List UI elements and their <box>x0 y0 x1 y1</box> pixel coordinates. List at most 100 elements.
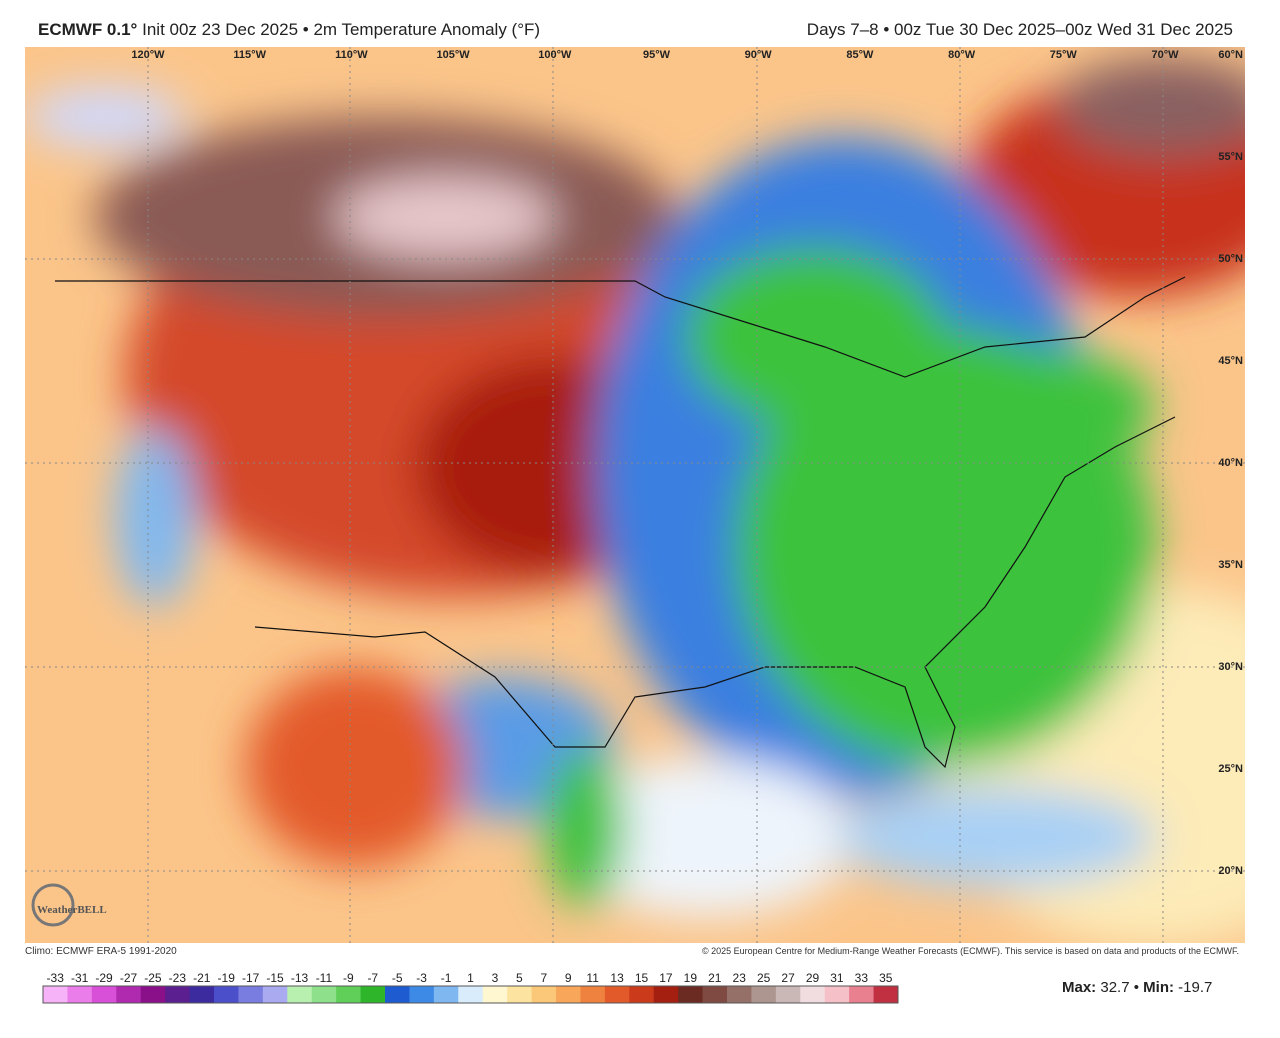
latitude-labels: 60°N 55°N 50°N 45°N 40°N 35°N 30°N 25°N 20°N <box>1218 49 1243 877</box>
colorbar-label: 19 <box>684 971 698 985</box>
colorbar-cell <box>165 986 191 1003</box>
colorbar-cell <box>824 986 850 1003</box>
colorbar-cell <box>531 986 557 1003</box>
colorbar-label: 11 <box>586 971 599 985</box>
colorbar-label: -33 <box>47 971 65 985</box>
latitude-label: 55°N <box>1218 151 1243 163</box>
stats: Max: 32.7 • Min: -19.7 <box>1062 979 1212 996</box>
longitude-label: 115°W <box>233 49 266 61</box>
separator: • <box>1133 979 1139 996</box>
colorbar-cell <box>507 986 533 1003</box>
anomaly-field <box>25 57 1245 943</box>
colorbar-label: 15 <box>635 971 649 985</box>
colorbar-label: -17 <box>242 971 260 985</box>
colorbar-label: 7 <box>540 971 547 985</box>
longitude-labels: 120°W 115°W 110°W 105°W 100°W 95°W 90°W 85°W 80°… <box>131 49 1179 61</box>
latitude-label: 20°N <box>1218 865 1243 877</box>
colorbar-label: 23 <box>733 971 747 985</box>
colorbar-cell <box>702 986 728 1003</box>
longitude-label: 105°W <box>437 49 471 61</box>
colorbar-label: -3 <box>416 971 427 985</box>
longitude-label: 110°W <box>335 49 368 61</box>
borders <box>55 276 1186 769</box>
max: 32.7 <box>1100 979 1130 996</box>
longitude-label: 70°W <box>1151 49 1179 61</box>
colorbar-cell <box>800 986 826 1003</box>
latitude-label: 50°N <box>1218 253 1243 265</box>
colorbar-cell <box>556 986 581 1003</box>
colorbar-label: -7 <box>367 971 378 985</box>
run: Init 00z 23 Dec 2025 • 2m Temperature An… <box>142 20 541 39</box>
colorbar-cell <box>653 986 679 1003</box>
colorbar-cell <box>214 986 239 1003</box>
latitude-label: 30°N <box>1218 661 1243 673</box>
colorbar-label: -9 <box>343 971 354 985</box>
colorbar-label: 3 <box>492 971 499 985</box>
colorbar-cell <box>360 986 386 1003</box>
colorbar-label: 29 <box>806 971 820 985</box>
colorbar-label: -27 <box>120 971 138 985</box>
colorbar-cell <box>91 986 117 1003</box>
latitude-label: 60°N <box>1218 49 1243 61</box>
colorbar-cell <box>604 986 630 1003</box>
colorbar-label: 31 <box>830 971 844 985</box>
colorbar-cell <box>116 986 142 1003</box>
colorbar-cell <box>629 986 655 1003</box>
longitude-label: 100°W <box>538 49 572 61</box>
longitude-label: 75°W <box>1050 49 1078 61</box>
colorbar-cell <box>849 986 875 1003</box>
colorbar-label: 9 <box>565 971 572 985</box>
latitude-label: 45°N <box>1218 355 1243 367</box>
colorbar-cell <box>238 986 264 1003</box>
colorbar-label: -31 <box>71 971 89 985</box>
colorbar-label: 27 <box>781 971 795 985</box>
colorbar-label: -13 <box>291 971 309 985</box>
colorbar-cell <box>140 986 166 1003</box>
min-label: Min: <box>1143 979 1174 996</box>
colorbar-label: 33 <box>855 971 869 985</box>
colorbar-label: 13 <box>610 971 624 985</box>
colorbar-label: -23 <box>169 971 187 985</box>
colorbar-label: -25 <box>144 971 162 985</box>
colorbar-cell <box>482 986 508 1003</box>
colorbar-label: -11 <box>316 971 333 985</box>
colorbar-label: -1 <box>441 971 452 985</box>
colorbar: -33 -31 -29 -27 -25 -23 -21 -19 -17 -15 -13 -11 -9 -7… <box>42 971 899 1004</box>
colorbar-label: 21 <box>708 971 722 985</box>
logo: WeatherBELL <box>37 904 107 916</box>
colorbar-label: -21 <box>193 971 211 985</box>
colorbar-label: 5 <box>516 971 523 985</box>
logo-icon <box>31 883 75 927</box>
colorbar-cell <box>43 986 68 1003</box>
colorbar-frame <box>42 985 899 1004</box>
colorbar-label: 35 <box>879 971 893 985</box>
longitude-label: 80°W <box>948 49 976 61</box>
latitude-label: 25°N <box>1218 763 1243 775</box>
colorbar-cell <box>287 986 313 1003</box>
valid-time: Days 7–8 • 00z Tue 30 Dec 2025–00z Wed 3… <box>806 20 1233 39</box>
colorbar-label: 17 <box>659 971 673 985</box>
model: ECMWF 0.1° <box>38 20 138 39</box>
colorbar-cell <box>262 986 288 1003</box>
colorbar-cell <box>678 986 704 1003</box>
latitude-label: 40°N <box>1218 457 1243 469</box>
colorbar-label: -19 <box>218 971 236 985</box>
longitude-label: 120°W <box>131 49 165 61</box>
colorbar-cell <box>67 986 93 1003</box>
min: -19.7 <box>1178 979 1213 996</box>
max-label: Max: <box>1062 979 1097 996</box>
climo: Climo: ECMWF ERA-5 1991-2020 <box>25 946 177 957</box>
colorbar-label: -5 <box>392 971 403 985</box>
copyright: © 2025 European Centre for Medium-Range … <box>701 946 1239 956</box>
colorbar-cell <box>873 986 899 1003</box>
colorbar-cell <box>189 986 215 1003</box>
longitude-label: 90°W <box>745 49 773 61</box>
colorbar-cell <box>433 986 459 1003</box>
colorbar-cell <box>385 986 410 1003</box>
latitude-label: 35°N <box>1218 559 1243 571</box>
colorbar-cell <box>336 986 362 1003</box>
longitude-label: 85°W <box>846 49 874 61</box>
colorbar-cell <box>580 986 606 1003</box>
colorbar-label: -15 <box>266 971 284 985</box>
